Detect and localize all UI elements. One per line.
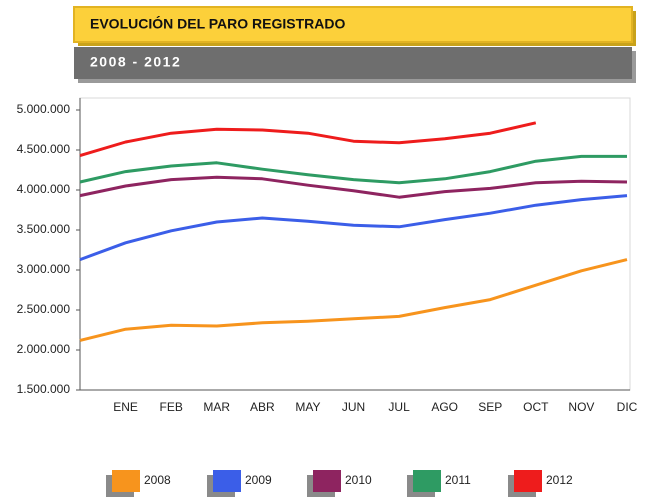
y-tick-label: 1.500.000 <box>17 382 71 396</box>
legend-label: 2012 <box>546 473 573 487</box>
x-tick-label: AGO <box>431 400 458 414</box>
y-tick-label: 4.500.000 <box>17 142 71 156</box>
series-line <box>79 194 628 262</box>
series-line <box>79 175 628 199</box>
x-tick-label: FEB <box>159 400 182 414</box>
legend-label: 2008 <box>144 473 171 487</box>
chart-title: EVOLUCIÓN DEL PARO REGISTRADO <box>90 15 346 32</box>
x-tick-label: SEP <box>478 400 502 414</box>
x-tick-label: OCT <box>523 400 549 414</box>
y-tick-label: 3.500.000 <box>17 222 71 236</box>
y-tick-label: 3.000.000 <box>17 262 71 276</box>
x-tick-label: MAR <box>203 400 230 414</box>
legend-label: 2009 <box>245 473 272 487</box>
x-tick-label: DIC <box>617 400 638 414</box>
x-tick-label: ENE <box>113 400 138 414</box>
legend-label: 2010 <box>345 473 372 487</box>
legend-swatch <box>313 470 341 492</box>
series-line <box>79 258 628 342</box>
legend-swatch <box>112 470 140 492</box>
title-box <box>73 6 633 43</box>
series-line <box>79 154 627 185</box>
y-tick-label: 4.000.000 <box>17 182 71 196</box>
y-tick-label: 2.000.000 <box>17 342 71 356</box>
legend-swatch <box>413 470 441 492</box>
legend-label: 2011 <box>445 473 471 487</box>
legend-swatch <box>213 470 241 492</box>
series-line <box>79 121 537 158</box>
x-tick-label: ABR <box>250 400 275 414</box>
x-tick-label: MAY <box>295 400 320 414</box>
y-tick-label: 5.000.000 <box>17 102 71 116</box>
x-tick-label: JUL <box>388 400 410 414</box>
legend-swatch <box>514 470 542 492</box>
y-tick-label: 2.500.000 <box>17 302 71 316</box>
subtitle-box <box>74 47 632 79</box>
x-tick-label: NOV <box>568 400 594 414</box>
chart-subtitle: 2008 - 2012 <box>90 54 181 70</box>
x-tick-label: JUN <box>342 400 365 414</box>
